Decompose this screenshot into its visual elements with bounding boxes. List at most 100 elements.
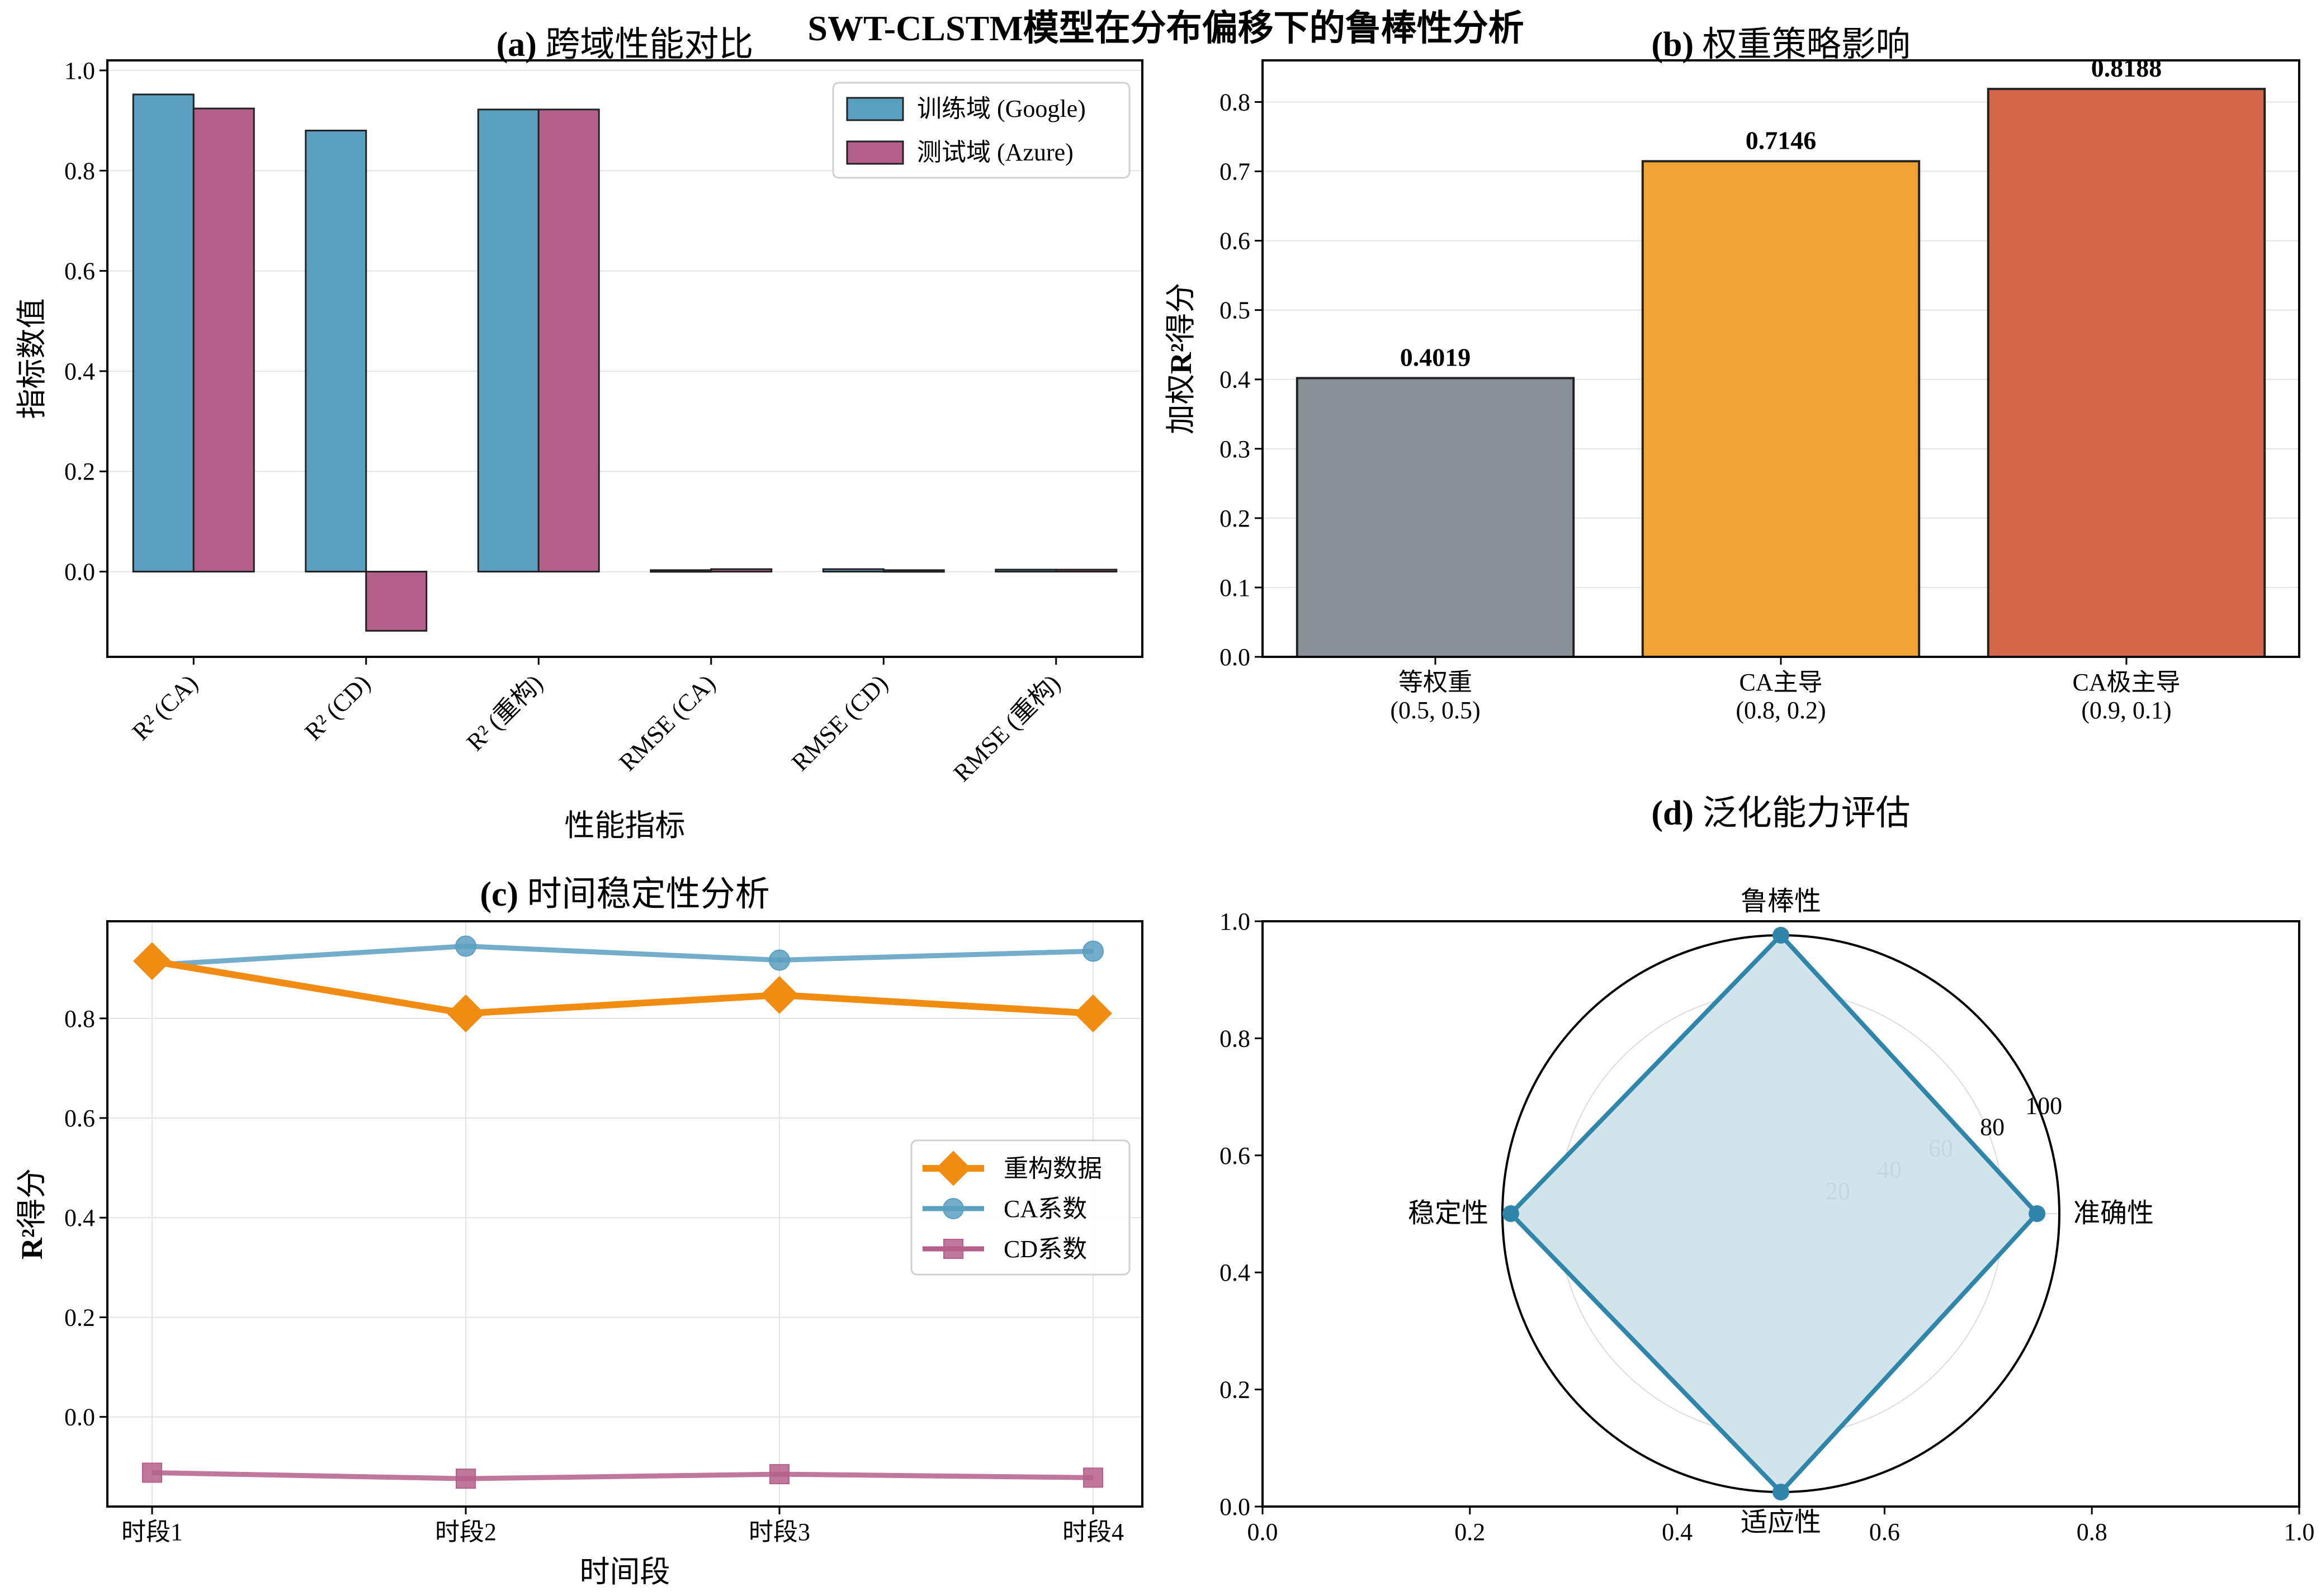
frame-x-tick-label: 1.0: [2284, 1518, 2315, 1546]
bar-value-label: 0.8188: [2091, 54, 2162, 82]
legend: 重构数据 CA系数 CD系数: [910, 1139, 1131, 1276]
frame-y-tick-label: 0.8: [1219, 1025, 1250, 1052]
bar-train-5: [822, 568, 885, 573]
series-line-2: [152, 944, 1094, 968]
y-tick-label: 0.5: [1219, 297, 1250, 324]
y-tick-label: 0.2: [1219, 505, 1250, 532]
plot-frame: [106, 920, 1143, 1508]
frame-x-tick-label: 0.2: [1454, 1518, 1485, 1546]
y-tick-label: 0.8: [1219, 88, 1250, 116]
panel-d-title: (d) 泛化能力评估: [1651, 794, 1910, 832]
x-axis-label: 时间段: [580, 1555, 670, 1589]
x-tick-label: 时段3: [749, 1518, 810, 1546]
y-tick-label: 0.0: [64, 558, 95, 586]
bar-test-4: [710, 568, 773, 573]
x-tick-sublabel: (0.8, 0.2): [1736, 697, 1826, 724]
bar-strategy-3: [1987, 88, 2266, 658]
legend-box: [832, 82, 1131, 179]
legend: 训练域 (Google) 测试域 (Azure): [832, 82, 1131, 179]
frame-x-tick-label: 0.0: [1247, 1518, 1278, 1546]
radar-axis-label: 稳定性: [1408, 1199, 1488, 1228]
legend-marker: [935, 1150, 971, 1186]
plot-frame: [106, 59, 1143, 658]
bar-train-2: [305, 130, 367, 573]
frame-x-tick-label: 0.8: [2077, 1518, 2107, 1546]
radar-point-1: [2029, 1205, 2046, 1222]
x-tick-label: 时段1: [121, 1518, 183, 1546]
y-axis-label: 加权R²得分: [1164, 283, 1198, 434]
frame-y-tick-label: 0.6: [1219, 1142, 1250, 1169]
x-tick-label: 时段2: [435, 1518, 497, 1546]
plot-frame: [1261, 920, 2300, 1508]
x-tick-sublabel: (0.5, 0.5): [1390, 697, 1480, 724]
y-tick-label: 0.4: [64, 358, 95, 385]
y-tick-label: 0.2: [64, 458, 95, 485]
y-tick-label: 0.8: [64, 157, 95, 184]
bar-test-3: [537, 108, 600, 573]
y-tick-label: 0.7: [1219, 158, 1250, 186]
y-tick-label: 0.6: [64, 1105, 95, 1132]
y-tick-label: 0.6: [64, 258, 95, 285]
y-tick-label: 0.0: [64, 1404, 95, 1431]
radar-axis-label: 鲁棒性: [1741, 887, 1821, 916]
data-point-2-2: [455, 935, 476, 957]
frame-y-tick-label: 1.0: [1219, 908, 1250, 935]
y-tick-label: 0.6: [1219, 228, 1250, 255]
y-tick-label: 0.8: [64, 1005, 95, 1033]
y-tick-label: 0.1: [1219, 574, 1250, 602]
panel-d-generalization-radar: 0.00.0 0.2 0.2 0.4 0.4 0.6 0.6 0.8 0.8 1.0 1.0 (d) …: [1219, 794, 2315, 1546]
series-line-1: [152, 958, 1094, 1017]
bar-train-3: [477, 108, 540, 573]
bar-value-label: 0.7146: [1746, 126, 1817, 154]
radar-axis-label: 准确性: [2073, 1199, 2154, 1228]
y-tick-label: 0.4: [1219, 366, 1250, 394]
data-point-1-2: [447, 994, 485, 1033]
data-point-1-3: [760, 975, 798, 1014]
legend-label: 训练域 (Google): [917, 95, 1086, 122]
y-tick-label: 0.4: [64, 1204, 95, 1232]
legend-label: CD系数: [1004, 1235, 1087, 1263]
radar-r-tick-label: 100: [2025, 1092, 2062, 1119]
x-tick-label: 时段4: [1062, 1518, 1124, 1546]
radar-axis-label: 适应性: [1741, 1508, 1821, 1537]
panel-b-weight-strategy-chart: 0.0 0.1 0.2 0.3 0.4 0.5 0.6 0.7 0.8 0.4019 等权重(0.5…: [1164, 26, 2300, 724]
panel-c-temporal-stability-chart: 0.0 0.2 0.4 0.6 0.8 时段1 时段2 时段3 时段4 (c) 时间稳定性分析时间…: [15, 875, 1143, 1589]
radar-point-4: [1772, 1484, 1789, 1500]
bar-test-2: [365, 571, 428, 632]
y-axis-label: R²得分: [15, 1168, 49, 1259]
bar-train-6: [995, 569, 1057, 573]
frame-y-tick-label: 0.2: [1219, 1376, 1250, 1404]
data-point-3-3: [769, 1464, 790, 1485]
data-point-1-1: [133, 942, 171, 981]
data-point-3-4: [1083, 1467, 1103, 1488]
legend-label: 重构数据: [1004, 1155, 1102, 1182]
legend-label: CA系数: [1004, 1195, 1087, 1223]
data-point-3-1: [142, 1462, 162, 1483]
y-tick-label: 0.2: [64, 1304, 95, 1331]
frame-y-tick-label: 0.4: [1219, 1259, 1250, 1286]
frame-x-tick-label: 0.6: [1869, 1518, 1900, 1546]
bar-strategy-2: [1641, 160, 1921, 658]
x-axis-label: 性能指标: [565, 809, 686, 842]
legend-swatch: [846, 97, 904, 121]
radar-r-tick-label: 80: [1980, 1114, 2005, 1141]
bar-value-label: 0.4019: [1400, 343, 1471, 371]
bar-strategy-1: [1296, 377, 1575, 658]
series-line-3: [152, 1470, 1094, 1481]
frame-x-tick-label: 0.4: [1662, 1518, 1693, 1546]
panel-a-title: (a) 跨域性能对比: [497, 26, 754, 64]
legend-swatch: [846, 140, 904, 165]
y-tick-label: 0.0: [1219, 643, 1250, 671]
y-tick-label: 0.3: [1219, 435, 1250, 463]
bar-test-6: [1055, 569, 1118, 573]
x-tick-label: CA主导: [1739, 669, 1822, 696]
legend-marker: [943, 1239, 963, 1259]
plot-frame: [1261, 59, 2300, 658]
x-tick-label: CA极主导: [2072, 669, 2180, 696]
panel-c-title: (c) 时间稳定性分析: [480, 875, 769, 913]
bar-train-1: [132, 93, 195, 573]
bar-test-5: [882, 569, 945, 573]
frame-y-tick-label: 0.0: [1219, 1493, 1250, 1521]
legend-marker: [943, 1198, 964, 1219]
